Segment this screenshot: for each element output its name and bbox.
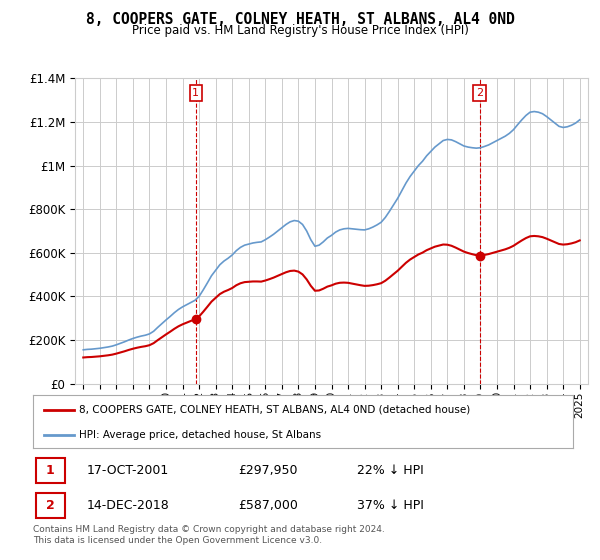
Text: 8, COOPERS GATE, COLNEY HEATH, ST ALBANS, AL4 0ND: 8, COOPERS GATE, COLNEY HEATH, ST ALBANS…	[86, 12, 514, 27]
FancyBboxPatch shape	[36, 493, 65, 518]
Text: 37% ↓ HPI: 37% ↓ HPI	[357, 499, 424, 512]
Text: 2: 2	[476, 88, 483, 98]
Text: 2: 2	[46, 499, 55, 512]
Text: £297,950: £297,950	[238, 464, 298, 477]
Text: HPI: Average price, detached house, St Albans: HPI: Average price, detached house, St A…	[79, 430, 321, 440]
Text: 22% ↓ HPI: 22% ↓ HPI	[357, 464, 424, 477]
Text: 8, COOPERS GATE, COLNEY HEATH, ST ALBANS, AL4 0ND (detached house): 8, COOPERS GATE, COLNEY HEATH, ST ALBANS…	[79, 405, 470, 415]
Text: Price paid vs. HM Land Registry's House Price Index (HPI): Price paid vs. HM Land Registry's House …	[131, 24, 469, 37]
Text: 1: 1	[46, 464, 55, 477]
Text: 1: 1	[193, 88, 199, 98]
FancyBboxPatch shape	[36, 458, 65, 483]
Text: 17-OCT-2001: 17-OCT-2001	[87, 464, 169, 477]
Text: £587,000: £587,000	[238, 499, 298, 512]
Text: Contains HM Land Registry data © Crown copyright and database right 2024.
This d: Contains HM Land Registry data © Crown c…	[33, 525, 385, 545]
Text: 14-DEC-2018: 14-DEC-2018	[87, 499, 170, 512]
